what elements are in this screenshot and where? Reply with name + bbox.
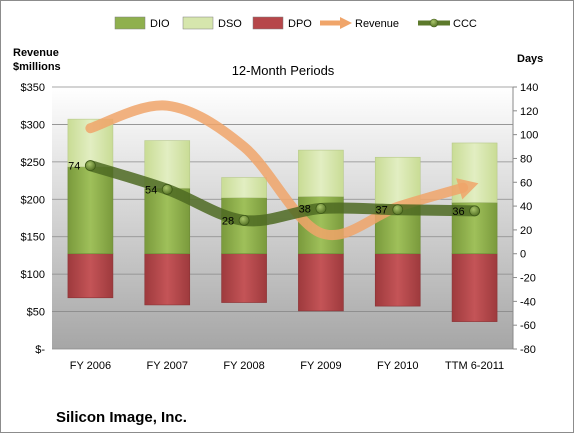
category-label: FY 2007	[147, 360, 188, 372]
legend-item-ccc: CCC	[418, 18, 477, 30]
bar-dpo	[374, 253, 421, 307]
ccc-data-label: 36	[452, 206, 464, 218]
right-axis-tick-label: 60	[520, 177, 532, 189]
right-axis-tick-label: 100	[520, 130, 538, 142]
ccc-marker	[392, 204, 404, 216]
axes: $- $50 $100 $150 $200 $250 $300 $350 -80 -60 -40 -2…	[21, 82, 539, 372]
right-axis-tick-label: 20	[520, 225, 532, 237]
right-axis-tick-label: 140	[520, 82, 538, 94]
legend-item-revenue: Revenue	[320, 17, 399, 30]
right-axis-tick-label: -40	[520, 296, 536, 308]
company-name: Silicon Image, Inc.	[56, 409, 187, 426]
ccc-data-label: 28	[222, 215, 234, 227]
legend-swatch-arrowhead	[340, 17, 352, 29]
legend-item-dso: DSO	[182, 16, 242, 30]
legend-swatch	[182, 16, 214, 30]
right-axis-title: Days	[517, 53, 543, 65]
bar-dpo	[451, 253, 498, 322]
right-axis-tick-label: 120	[520, 106, 538, 118]
bar-dpo	[67, 253, 114, 299]
ccc-line	[84, 160, 481, 227]
lines: 74 54 28 38 37 36	[68, 100, 481, 240]
legend-label: Revenue	[355, 18, 399, 30]
right-axis-tick-label: -20	[520, 273, 536, 285]
ccc-data-label: 74	[68, 161, 80, 173]
ccc-marker	[161, 184, 173, 195]
ccc-marker	[469, 205, 480, 217]
right-axis-tick-label: -80	[520, 344, 536, 356]
legend-label: CCC	[453, 18, 477, 30]
category-label: FY 2008	[223, 360, 264, 372]
bar-dpo	[144, 253, 191, 306]
right-axis-tick-label: 0	[520, 249, 526, 261]
bar-dso	[221, 177, 267, 199]
ccc-data-label: 54	[145, 184, 157, 196]
ccc-marker	[315, 203, 327, 214]
category-label: FY 2009	[300, 360, 341, 372]
chart-title: 12-Month Periods	[232, 63, 335, 78]
legend-swatch	[114, 16, 146, 30]
right-axis-tick-label: -60	[520, 320, 536, 332]
bar-dso	[451, 142, 498, 203]
left-axis-tick-label: $150	[21, 232, 45, 244]
legend-swatch	[252, 16, 284, 30]
ccc-data-label: 37	[376, 205, 388, 217]
left-axis-tick-label: $350	[21, 82, 45, 94]
ccc-data-label: 38	[299, 203, 311, 215]
right-axis-tick-label: 80	[520, 153, 532, 165]
left-axis-tick-label: $-	[35, 344, 45, 356]
right-axis-tick-label: 40	[520, 201, 532, 213]
ccc-marker	[238, 214, 250, 226]
category-label: FY 2006	[70, 360, 111, 372]
left-axis-tick-label: $200	[21, 194, 45, 206]
legend: DIO DSO DPO Revenue CCC	[114, 16, 477, 30]
left-axis-tick-label: $250	[21, 157, 45, 169]
left-axis-tick-label: $100	[21, 269, 45, 281]
legend-label: DIO	[150, 18, 170, 30]
ccc-marker	[85, 160, 96, 172]
legend-item-dio: DIO	[114, 16, 170, 30]
bar-dpo	[221, 253, 267, 303]
legend-marker	[429, 18, 439, 28]
bar-dio	[67, 166, 114, 255]
category-label: TTM 6-2011	[445, 360, 504, 372]
left-axis-tick-label: $300	[21, 119, 45, 131]
legend-label: DSO	[218, 18, 242, 30]
left-axis-title-line1: Revenue	[13, 47, 59, 59]
gridlines	[52, 86, 513, 350]
category-label: FY 2010	[377, 360, 418, 372]
revenue-arrowhead	[456, 178, 479, 200]
legend-item-dpo: DPO	[252, 16, 312, 30]
bar-dso	[298, 149, 344, 197]
legend-label: DPO	[288, 18, 312, 30]
left-axis-tick-label: $50	[27, 307, 45, 319]
bar-dpo	[298, 253, 344, 312]
left-axis-title-line2: $millions	[13, 61, 61, 73]
